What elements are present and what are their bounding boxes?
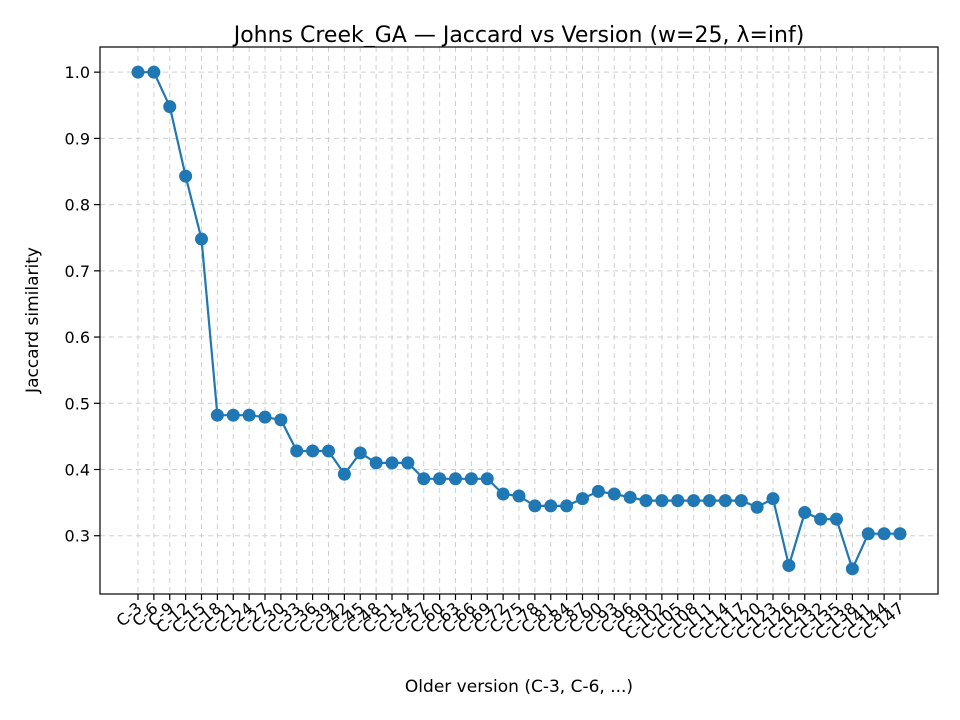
data-point	[290, 444, 304, 458]
data-point	[814, 512, 828, 526]
data-point	[258, 410, 272, 424]
data-point	[591, 484, 605, 498]
data-point	[766, 492, 780, 506]
data-point	[385, 456, 399, 470]
data-point	[226, 408, 240, 422]
data-point	[369, 456, 383, 470]
data-point	[544, 499, 558, 513]
data-point	[861, 527, 875, 541]
y-tick-label: 0.8	[65, 196, 90, 215]
data-point	[179, 169, 193, 183]
data-point	[798, 506, 812, 520]
data-point	[718, 494, 732, 508]
data-point	[147, 65, 161, 79]
data-point	[210, 408, 224, 422]
data-point	[877, 527, 891, 541]
data-point	[131, 65, 145, 79]
data-point	[528, 499, 542, 513]
data-point	[306, 444, 320, 458]
data-point	[242, 408, 256, 422]
y-tick-label: 0.7	[65, 262, 90, 281]
data-point	[687, 494, 701, 508]
series-points	[131, 65, 907, 576]
data-point	[782, 559, 796, 573]
data-point	[401, 456, 415, 470]
x-axis-label: Older version (C-3, C-6, ...)	[405, 677, 633, 697]
data-point	[496, 487, 510, 501]
data-point	[607, 487, 621, 501]
y-tick-label: 0.4	[65, 461, 90, 480]
data-point	[353, 446, 367, 460]
data-point	[163, 100, 177, 114]
y-axis-ticks: 0.3 0.4 0.5 0.6 0.7 0.8 0.9 1.0	[65, 63, 100, 546]
data-point	[703, 494, 716, 508]
grid	[100, 47, 938, 594]
y-tick-label: 1.0	[65, 63, 90, 82]
data-point	[893, 527, 907, 541]
x-axis-ticks: C-3C-6C-9C-12C-15C-18C-21C-24C-27C-30C-3…	[113, 594, 908, 644]
data-point	[671, 494, 685, 508]
data-point	[464, 472, 478, 486]
y-tick-label: 0.6	[65, 328, 90, 347]
data-point	[322, 444, 335, 458]
y-tick-label: 0.5	[65, 394, 90, 413]
data-point	[623, 490, 637, 504]
data-point	[433, 472, 447, 486]
data-point	[512, 489, 526, 503]
data-point	[639, 494, 653, 508]
y-axis-label: Jaccard similarity	[23, 247, 43, 394]
data-point	[560, 499, 574, 513]
plot-frame	[99, 46, 939, 595]
data-point	[480, 472, 494, 486]
data-point	[417, 472, 431, 486]
data-point	[750, 500, 764, 514]
data-point	[830, 512, 843, 526]
data-point	[274, 413, 288, 427]
data-point	[734, 494, 748, 508]
y-tick-label: 0.3	[65, 527, 90, 546]
data-point	[449, 472, 462, 486]
chart-title: Johns Creek_GA — Jaccard vs Version (w=2…	[232, 23, 805, 48]
data-point	[576, 492, 589, 506]
y-tick-label: 0.9	[65, 129, 90, 148]
data-point	[337, 467, 351, 481]
data-point	[195, 232, 208, 246]
data-point	[655, 494, 669, 508]
data-point	[845, 562, 859, 576]
